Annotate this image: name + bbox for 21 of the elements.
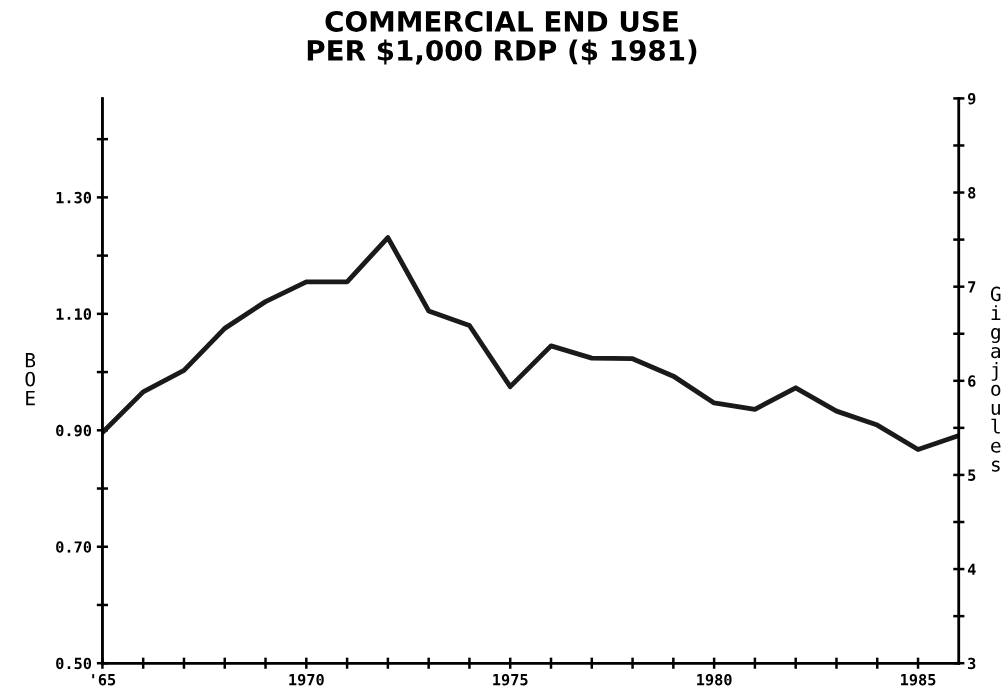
x-tick-label: 1975 [493,673,528,686]
y2-tick-label: 5 [968,469,976,481]
y2-tick-label: 8 [968,187,976,199]
y2-tick-label: 7 [968,281,976,293]
y2-tick-label: 9 [967,92,976,105]
y-tick-label: 0.70 [56,541,92,553]
y-tick-label: 0.90 [56,424,92,437]
x-tick-label: 1985 [901,673,936,686]
y-tick-label: 0.50 [56,657,92,670]
y2-tick-label: 3 [968,657,976,670]
y-tick-label: 1.30 [56,191,92,204]
y2-tick-label: 4 [967,563,976,575]
chart-title: COMMERCIAL END USE PER $1,000 RDP ($ 1981) [307,10,697,65]
x-tick-label: 1980 [697,673,732,686]
y-axis-title: BOE [25,353,36,406]
y-tick-label: 1.10 [56,308,92,320]
y2-tick-label: 6 [968,375,976,387]
x-tick-label: 1970 [289,673,324,686]
line-series [102,235,959,452]
x-tick-label: '65 [92,673,116,686]
text: Gigajoules [990,286,1001,472]
